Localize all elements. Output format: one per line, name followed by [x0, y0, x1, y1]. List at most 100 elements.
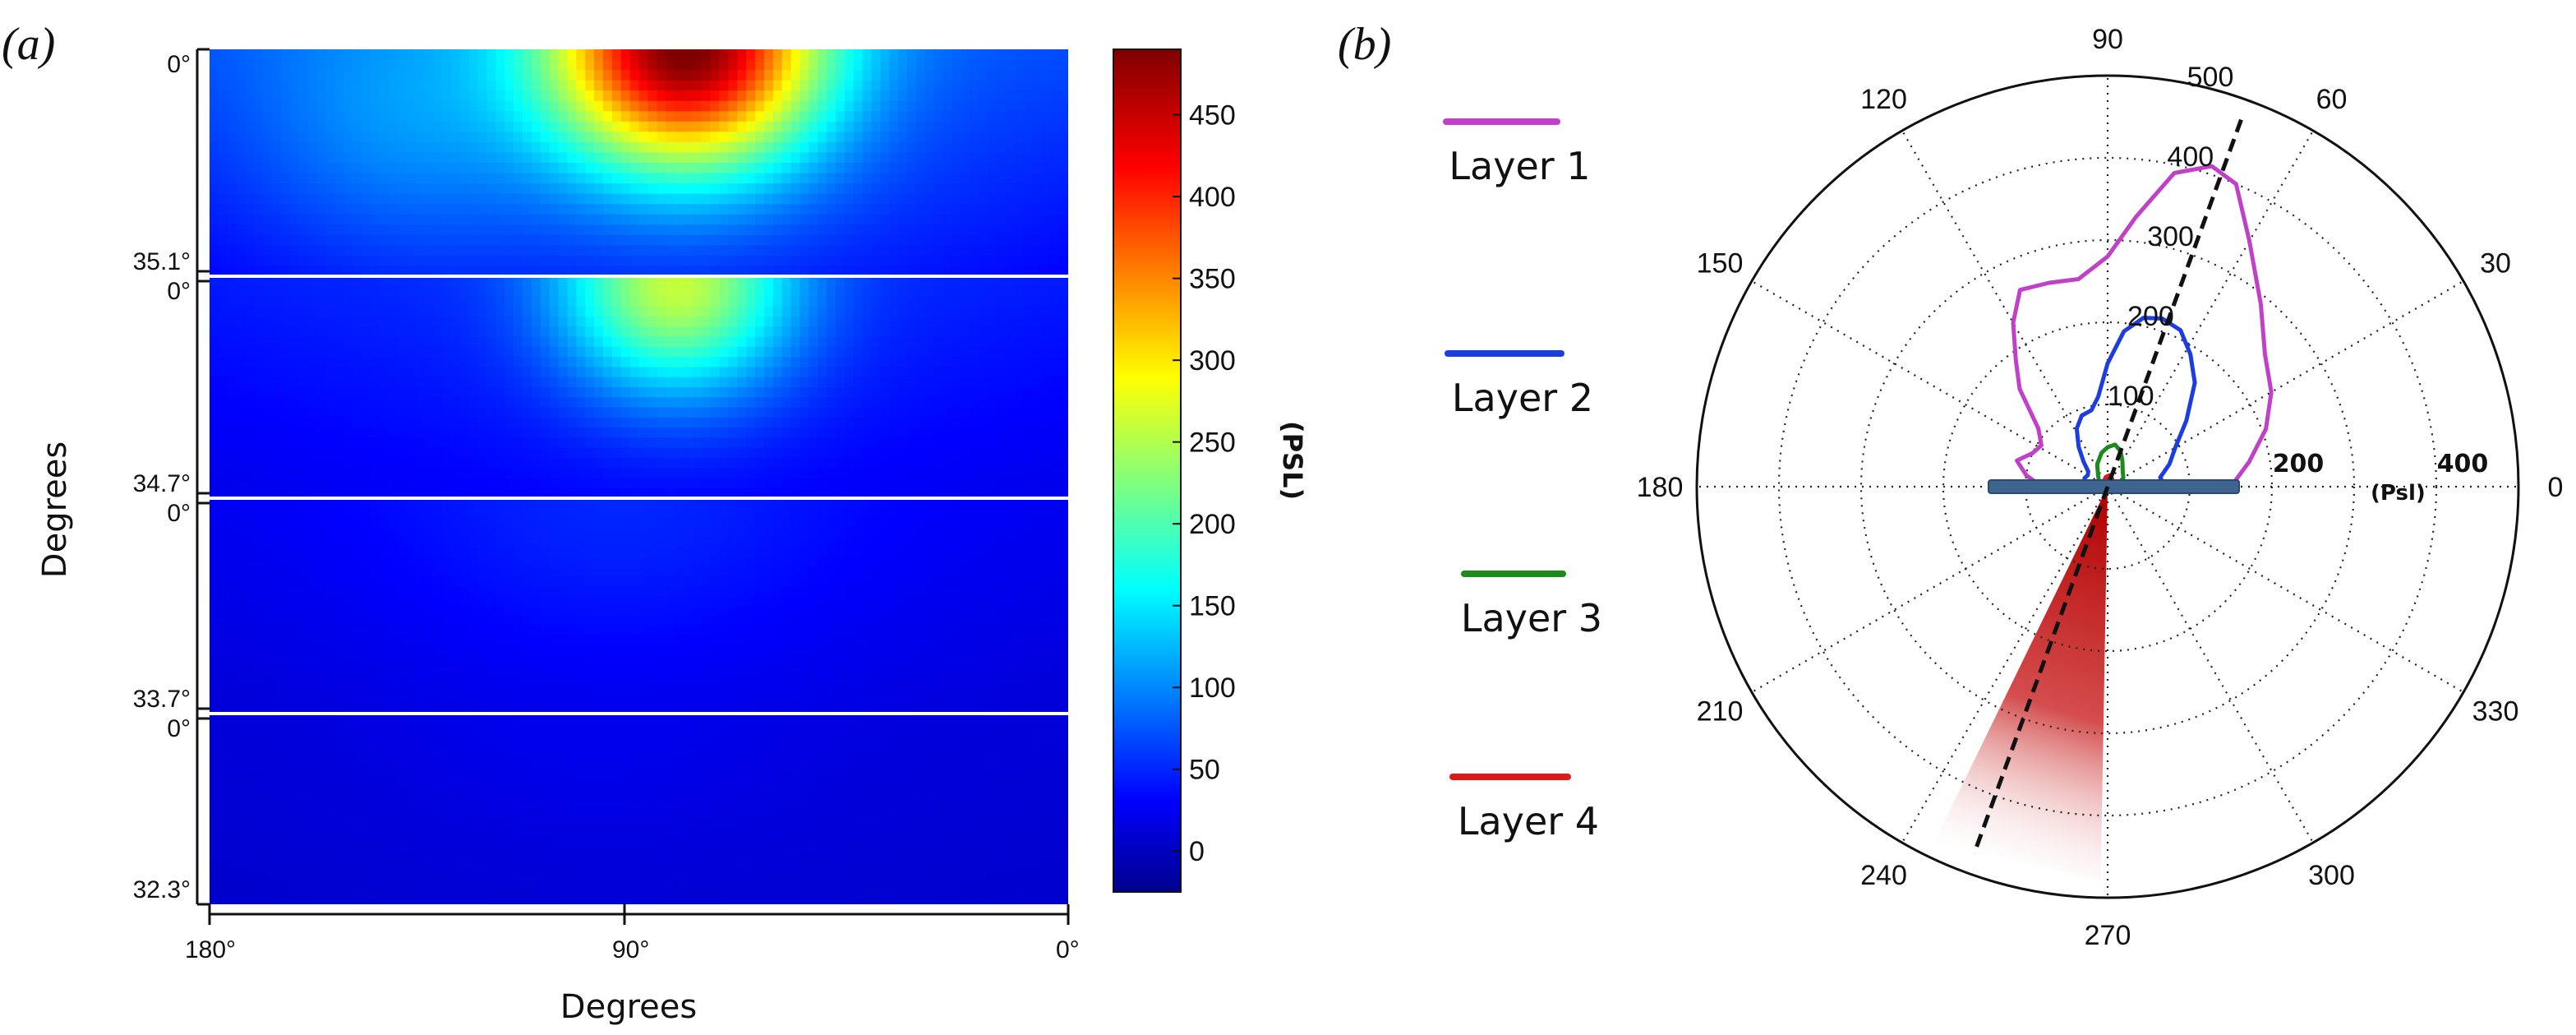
- heatmap-cell: [800, 234, 810, 247]
- heatmap-cell: [245, 566, 256, 578]
- heatmap-cell: [549, 457, 560, 469]
- heatmap-cell: [629, 49, 640, 61]
- heatmap-cell: [666, 447, 675, 459]
- heatmap-cell: [585, 357, 595, 368]
- heatmap-cell: [657, 224, 666, 236]
- heatmap-cell: [468, 557, 479, 568]
- heatmap-cell: [514, 100, 523, 113]
- heatmap-cell: [576, 234, 586, 247]
- heatmap-cell: [567, 306, 578, 317]
- heatmap-cell: [657, 336, 666, 348]
- heatmap-cell: [933, 111, 944, 122]
- heatmap-cell: [719, 70, 730, 81]
- heatmap-cell: [657, 407, 666, 418]
- heatmap-cell: [675, 457, 684, 469]
- heatmap-cell: [666, 90, 675, 102]
- heatmap-cell: [424, 266, 434, 277]
- heatmap-cell: [942, 527, 953, 538]
- heatmap-cell: [996, 447, 1007, 459]
- heatmap-cell: [818, 224, 827, 236]
- heatmap-cell: [1041, 255, 1052, 267]
- heatmap-cell: [710, 447, 721, 459]
- heatmap-cell: [594, 468, 604, 479]
- heatmap-cell: [924, 70, 935, 81]
- heatmap-cell: [827, 163, 836, 174]
- heatmap-cell: [862, 566, 873, 578]
- heatmap-cell: [611, 141, 622, 154]
- heatmap-cell: [325, 478, 336, 489]
- heatmap-cell: [1050, 407, 1060, 418]
- heatmap-cell: [343, 234, 353, 247]
- heatmap-cell: [1059, 224, 1068, 236]
- heatmap-cell: [772, 193, 783, 205]
- heatmap-cell: [827, 152, 836, 164]
- heatmap-cell: [298, 478, 309, 489]
- heatmap-cell: [728, 527, 739, 538]
- heatmap-cell: [772, 487, 783, 499]
- heatmap-cell: [325, 100, 336, 113]
- heatmap-cell: [415, 537, 426, 548]
- heatmap-cell: [683, 566, 694, 578]
- heatmap-cell: [961, 557, 971, 568]
- heatmap-cell: [343, 266, 353, 277]
- heatmap-cell: [620, 214, 631, 226]
- heatmap-cell: [710, 357, 721, 368]
- heatmap-cell: [370, 111, 380, 122]
- heatmap-cell: [719, 245, 730, 256]
- heatmap-cell: [397, 224, 408, 236]
- heatmap-cell: [862, 427, 873, 439]
- heatmap-cell: [933, 507, 944, 519]
- heatmap-cell: [880, 437, 891, 449]
- heatmap-cell: [1050, 417, 1060, 428]
- heatmap-cell: [514, 447, 523, 459]
- heatmap-cell: [728, 447, 739, 459]
- heatmap-cell: [576, 357, 586, 368]
- heatmap-cell: [486, 152, 497, 164]
- heatmap-cell: [772, 427, 783, 439]
- heatmap-cell: [683, 111, 694, 122]
- heatmap-cell: [809, 447, 819, 459]
- heatmap-cell: [737, 317, 747, 328]
- heatmap-cell: [298, 266, 309, 277]
- heatmap-cell: [549, 255, 560, 267]
- heatmap-cell: [531, 70, 541, 81]
- heatmap-cell: [666, 173, 675, 184]
- heatmap-cell: [924, 397, 935, 409]
- heatmap-cell: [468, 468, 479, 479]
- heatmap-cell: [514, 397, 523, 409]
- heatmap-cell: [406, 566, 417, 578]
- heatmap-cell: [692, 367, 703, 378]
- heatmap-cell: [915, 255, 926, 267]
- heatmap-cell: [594, 326, 604, 338]
- heatmap-cell: [254, 527, 265, 538]
- heatmap-cell: [647, 111, 658, 122]
- heatmap-cell: [1005, 266, 1016, 277]
- heatmap-cell: [576, 557, 586, 568]
- heatmap-cell: [710, 317, 721, 328]
- heatmap-cell: [979, 547, 988, 558]
- heatmap-cell: [853, 183, 864, 195]
- heatmap-cell: [933, 204, 944, 215]
- heatmap-cell: [907, 286, 917, 298]
- heatmap-cell: [1041, 276, 1052, 288]
- heatmap-cell: [549, 507, 560, 519]
- heatmap-cell: [800, 487, 810, 499]
- heatmap-cell: [755, 183, 765, 195]
- heatmap-cell: [657, 537, 666, 548]
- heatmap-cell: [657, 90, 666, 102]
- heatmap-cell: [433, 478, 443, 489]
- heatmap-cell: [647, 357, 658, 368]
- heatmap-cell: [970, 437, 979, 449]
- heatmap-cell: [388, 90, 399, 102]
- heatmap-cell: [710, 566, 721, 578]
- heatmap-cell: [638, 547, 649, 558]
- heatmap-cell: [701, 566, 712, 578]
- heatmap-cell: [1050, 80, 1060, 91]
- heatmap-cell: [933, 527, 944, 538]
- heatmap-cell: [558, 468, 569, 479]
- heatmap-cell: [800, 537, 810, 548]
- heatmap-cell: [227, 437, 237, 449]
- heatmap-cell: [666, 517, 675, 529]
- heatmap-cell: [988, 255, 998, 267]
- heatmap-cell: [459, 173, 470, 184]
